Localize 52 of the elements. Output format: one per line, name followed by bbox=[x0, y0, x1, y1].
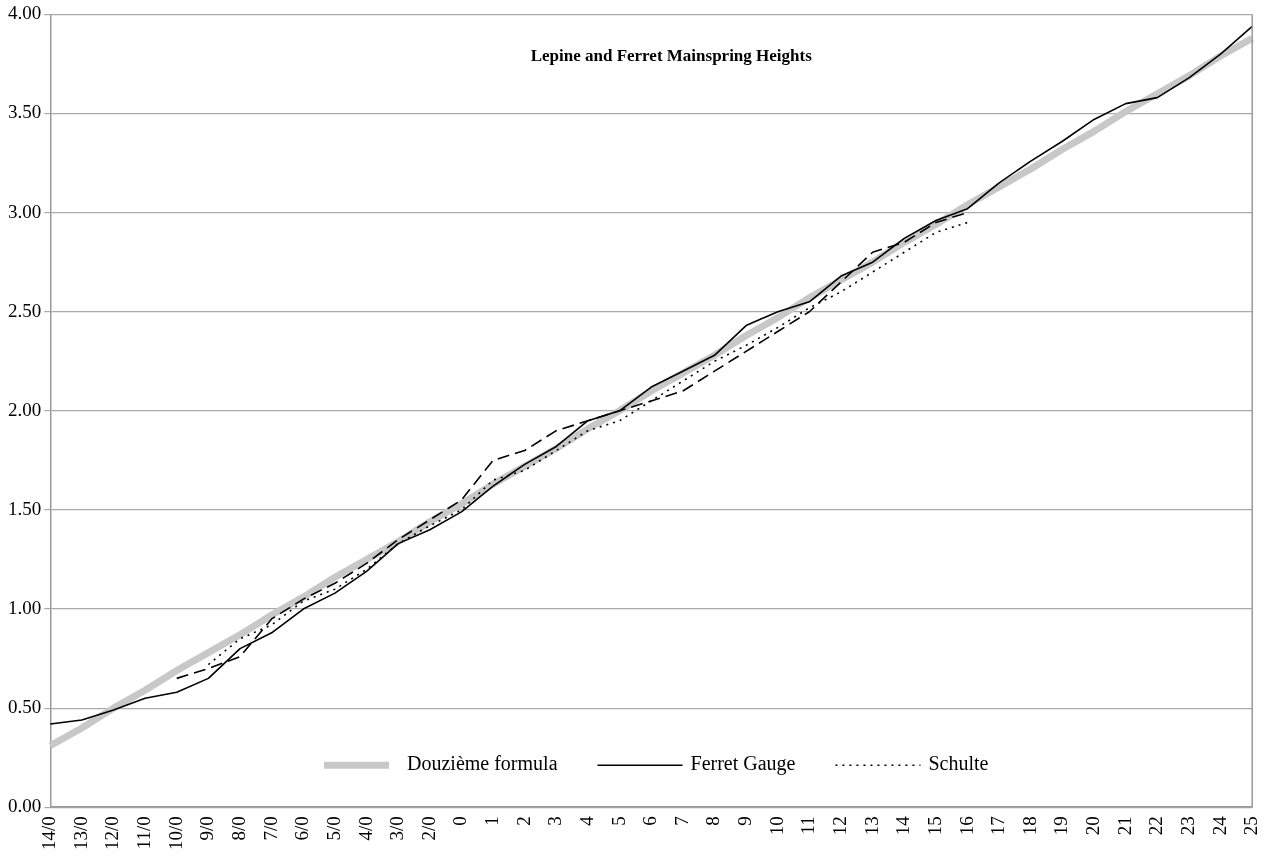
x-tick-label: 2/0 bbox=[417, 816, 439, 841]
legend-label: Douzième formula bbox=[407, 752, 558, 775]
x-tick-label: 14 bbox=[892, 815, 914, 836]
x-tick-label: 4/0 bbox=[354, 816, 376, 841]
x-tick-label: 6/0 bbox=[291, 816, 313, 841]
x-tick-label: 12 bbox=[828, 816, 850, 836]
x-tick-label: 19 bbox=[1050, 816, 1072, 836]
x-tick-label: 3 bbox=[544, 816, 566, 826]
x-tick-label: 7 bbox=[670, 816, 692, 826]
x-tick-label: 20 bbox=[1082, 816, 1104, 836]
y-tick-label: 3.00 bbox=[8, 200, 42, 222]
y-tick-label: 3.50 bbox=[8, 101, 42, 123]
x-tick-label: 4 bbox=[575, 815, 597, 826]
x-tick-label: 11 bbox=[797, 816, 819, 835]
x-tick-label: 7/0 bbox=[259, 816, 281, 841]
y-tick-label: 2.00 bbox=[8, 398, 42, 420]
x-tick-label: 5 bbox=[607, 816, 629, 826]
y-tick-label: 4.00 bbox=[8, 2, 42, 24]
x-tick-label: 9/0 bbox=[196, 816, 218, 841]
x-tick-label: 14/0 bbox=[38, 816, 60, 850]
x-tick-label: 15 bbox=[923, 816, 945, 836]
x-tick-label: 8 bbox=[702, 816, 724, 826]
x-tick-label: 8/0 bbox=[228, 816, 250, 841]
x-tick-label: 5/0 bbox=[322, 816, 344, 841]
legend-label: Schulte bbox=[928, 752, 989, 775]
y-tick-label: 2.50 bbox=[8, 299, 42, 321]
x-tick-label: 10 bbox=[765, 816, 787, 836]
legend-label: Ferret Gauge bbox=[690, 752, 796, 776]
y-tick-label: 1.50 bbox=[8, 497, 42, 519]
x-tick-label: 2 bbox=[512, 816, 534, 826]
x-tick-label: 0 bbox=[449, 816, 471, 826]
x-tick-label: 6 bbox=[639, 816, 661, 826]
x-tick-label: 3/0 bbox=[386, 816, 408, 841]
x-tick-label: 24 bbox=[1208, 815, 1230, 836]
text: Lepine and Ferret Mainspring Heights bbox=[530, 45, 813, 65]
y-tick-label: 0.50 bbox=[8, 696, 42, 718]
x-tick-label: 25 bbox=[1240, 816, 1262, 836]
x-tick-label: 18 bbox=[1018, 816, 1040, 836]
x-tick-label: 16 bbox=[955, 816, 977, 836]
x-tick-label: 22 bbox=[1145, 816, 1167, 836]
x-tick-label: 13/0 bbox=[69, 816, 91, 850]
x-tick-label: 13 bbox=[860, 816, 882, 836]
x-tick-label: 12/0 bbox=[101, 816, 123, 850]
y-tick-label: 0.00 bbox=[8, 795, 42, 817]
y-tick-label: 1.00 bbox=[8, 597, 42, 618]
x-tick-label: 10/0 bbox=[164, 816, 186, 850]
x-tick-label: 9 bbox=[734, 816, 756, 826]
x-tick-label: 23 bbox=[1176, 816, 1198, 836]
x-tick-label: 1 bbox=[481, 816, 503, 826]
x-tick-label: 11/0 bbox=[133, 816, 155, 850]
x-tick-label: 21 bbox=[1113, 816, 1135, 836]
x-tick-label: 17 bbox=[987, 816, 1009, 836]
